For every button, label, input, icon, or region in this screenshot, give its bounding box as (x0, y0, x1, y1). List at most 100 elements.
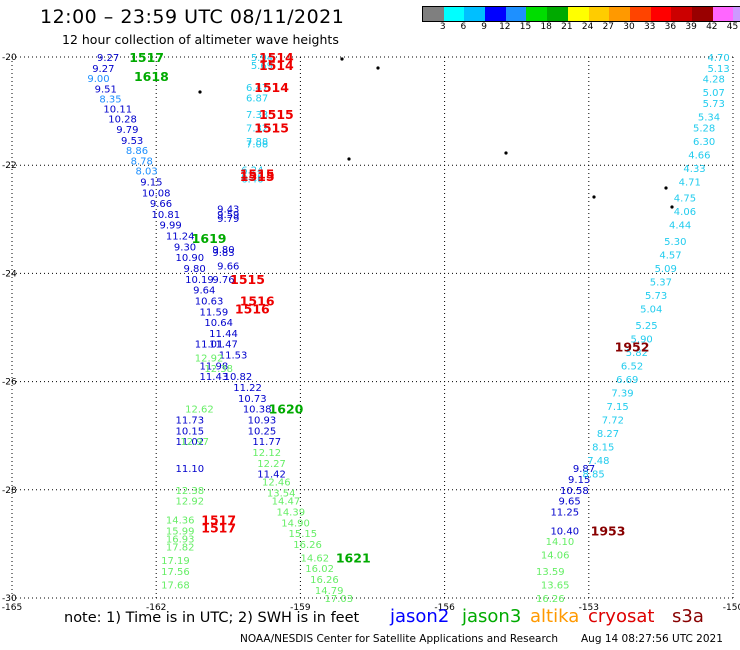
time-label: 1953 (591, 523, 626, 538)
island-mark (198, 90, 202, 94)
swh-value: 11.73 (176, 415, 205, 426)
swh-value: 4.44 (669, 221, 691, 232)
swh-value: 9.66 (217, 261, 239, 272)
island-mark (340, 57, 344, 61)
colorbar-swatch (423, 7, 444, 21)
time-label: 1952 (615, 339, 650, 354)
colorbar-labels: 36912151821242730333639424570(ft) (422, 22, 740, 34)
swh-value: 9.27 (92, 64, 114, 75)
swh-value: 5.34 (698, 113, 720, 124)
colorbar-label: 39 (685, 22, 697, 32)
swh-value: 7.72 (602, 415, 624, 426)
credit-text: NOAA/NESDIS Center for Satellite Applica… (240, 633, 558, 645)
swh-value: 9.66 (150, 199, 172, 210)
swh-value: 9.76 (212, 275, 234, 286)
swh-value: 6.47 (246, 83, 268, 94)
swh-value: 5.25 (635, 321, 657, 332)
swh-value: 5.04 (640, 305, 662, 316)
swh-value: 11.02 (176, 437, 205, 448)
swh-value: 5.30 (664, 237, 686, 248)
colorbar-swatch (443, 7, 465, 21)
colorbar-label: 45 (726, 22, 739, 32)
swh-value: 13.54 (267, 489, 296, 500)
swh-value: 13.59 (536, 567, 565, 578)
swh-value: 14.47 (272, 497, 301, 508)
swh-value: 16.26 (293, 540, 322, 551)
swh-value: 14.10 (546, 537, 575, 548)
swh-value: 10.25 (248, 426, 277, 437)
colorbar-label: 9 (481, 22, 487, 32)
colorbar-swatch (464, 7, 486, 21)
swh-value: 12.27 (257, 459, 286, 470)
swh-value: 12.62 (185, 405, 214, 416)
island-mark (592, 195, 596, 199)
swh-value: 6.24 (241, 166, 263, 177)
time-label: 1621 (336, 550, 371, 565)
legend-s3a: s3a (672, 606, 704, 627)
swh-value: 10.63 (195, 296, 224, 307)
swh-value: 12.92 (176, 497, 205, 508)
swh-value: 5.82 (626, 348, 648, 359)
swh-value: 4.66 (688, 150, 710, 161)
x-tick-label: -150 (723, 603, 740, 613)
island-mark (347, 157, 351, 161)
swh-value: 8.15 (592, 443, 614, 454)
time-label: 1619 (192, 231, 227, 246)
colorbar-swatch (526, 7, 548, 21)
swh-value: 4.33 (683, 164, 705, 175)
swh-value: 8.86 (126, 146, 148, 157)
swh-value: 5.73 (703, 99, 725, 110)
swh-value: 17.82 (166, 543, 195, 554)
time-label: 1517 (129, 50, 164, 65)
swh-value: 7.39 (611, 388, 633, 399)
swh-value: 11.10 (176, 464, 205, 475)
colorbar-label: 24 (581, 22, 594, 32)
colorbar-label: 33 (643, 22, 656, 32)
colorbar-label: 18 (540, 22, 552, 32)
swh-value: 9.65 (558, 497, 580, 508)
legend-jason3: jason3 (462, 606, 522, 627)
swh-value: 6.52 (621, 361, 643, 372)
swh-value: 7.48 (587, 456, 609, 467)
colorbar-swatch (691, 7, 713, 21)
colorbar-swatch (650, 7, 672, 21)
swh-value: 10.08 (142, 188, 171, 199)
swh-value: 11.98 (200, 361, 229, 372)
swh-value: 9.15 (140, 177, 162, 188)
swh-value: 11.44 (209, 329, 238, 340)
time-label: 1514 (259, 50, 294, 65)
swh-value: 11.25 (550, 507, 579, 518)
colorbar-label: 3 (439, 22, 446, 32)
y-tick-label: -30 (2, 594, 17, 604)
swh-value: 5.73 (645, 291, 667, 302)
swh-value: 15.99 (166, 526, 195, 537)
colorbar-label: 6 (460, 22, 467, 32)
island-mark (376, 66, 380, 70)
swh-value: 9.64 (193, 286, 215, 297)
y-tick-label: -24 (2, 269, 17, 279)
swh-value: 16.93 (166, 534, 195, 545)
swh-value: 11.53 (219, 351, 248, 362)
swh-value: 11.42 (257, 470, 286, 481)
time-label: 1618 (134, 69, 169, 84)
colorbar-swatch (588, 7, 610, 21)
colorbar-swatch (485, 7, 506, 21)
time-label: 1516 (240, 293, 275, 308)
colorbar-swatch (609, 7, 630, 21)
swh-value: 8.85 (582, 470, 604, 481)
swh-value: 11.43 (200, 372, 229, 383)
legend-cryosat: cryosat (588, 606, 655, 627)
colorbar-label: 30 (623, 22, 635, 32)
swh-value: 4.28 (703, 75, 725, 86)
time-label: 1515 (240, 169, 275, 184)
swh-value: 12.38 (176, 486, 205, 497)
swh-value: 5.69 (251, 61, 273, 72)
swh-value: 10.90 (176, 253, 205, 264)
swh-value: 9.79 (217, 214, 239, 225)
swh-value: 16.02 (305, 564, 334, 575)
swh-value: 9.80 (184, 264, 206, 275)
swh-value: 11.24 (166, 232, 195, 243)
swh-value: 9.79 (116, 125, 138, 136)
colorbar-label: 21 (561, 22, 573, 32)
